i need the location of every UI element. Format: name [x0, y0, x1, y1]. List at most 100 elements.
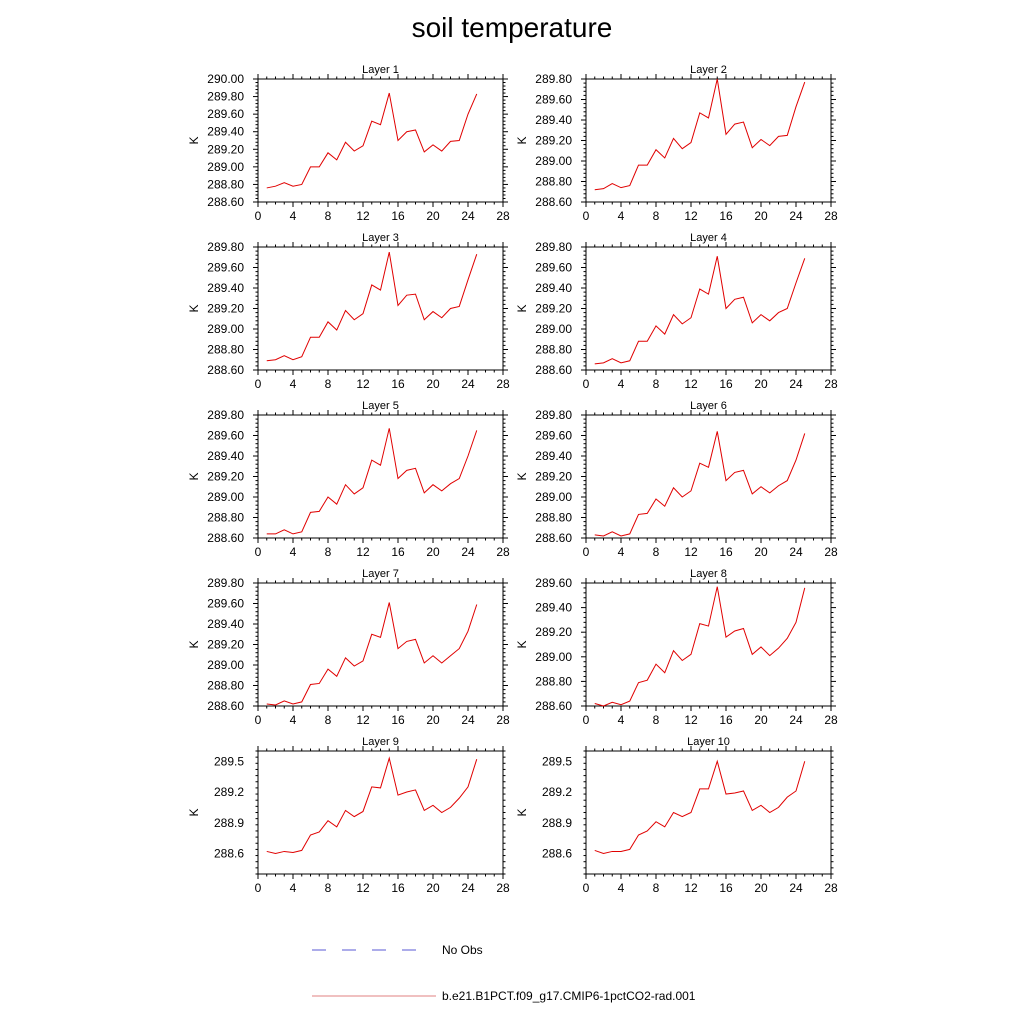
x-tick-label: 24: [461, 881, 475, 895]
plot-frame: [257, 78, 504, 203]
y-tick-label: 289.00: [535, 650, 572, 664]
y-tick-label: 289.20: [535, 470, 572, 484]
y-tick-label: 289.60: [535, 93, 572, 107]
x-tick-label: 12: [356, 545, 370, 559]
panel-layer-3: Layer 3 K 0 4 8 12 16 20 24 28 288.60 288.80 289.00 2…: [187, 232, 510, 391]
y-tick-label: 288.80: [207, 679, 244, 693]
x-tick-label: 20: [426, 545, 440, 559]
y-tick-label: 288.60: [207, 531, 244, 545]
plot-frame: [585, 582, 832, 707]
y-axis-label: K: [515, 472, 529, 480]
x-tick-label: 20: [754, 713, 768, 727]
y-axis-label: K: [187, 304, 201, 312]
x-tick-label: 8: [653, 545, 660, 559]
x-tick-label: 12: [684, 209, 698, 223]
x-tick-label: 16: [719, 545, 733, 559]
x-tick-label: 0: [255, 209, 262, 223]
y-axis-label: K: [515, 640, 529, 648]
x-tick-label: 16: [719, 881, 733, 895]
x-tick-label: 28: [824, 713, 838, 727]
series-line: [266, 92, 478, 189]
panel-title: Layer 6: [690, 400, 727, 412]
x-tick-label: 24: [461, 377, 475, 391]
x-tick-label: 24: [461, 209, 475, 223]
y-tick-label: 289.40: [535, 281, 572, 295]
legend: No Obs b.e21.B1PCT.f09_g17.CMIP6-1pctCO2-…: [312, 943, 696, 1003]
y-tick-label: 289.00: [535, 154, 572, 168]
x-tick-label: 4: [618, 377, 625, 391]
x-tick-label: 28: [496, 713, 510, 727]
series-line: [594, 78, 806, 191]
x-tick-label: 0: [583, 881, 590, 895]
x-tick-label: 8: [325, 713, 332, 727]
x-tick-label: 20: [754, 881, 768, 895]
y-tick-label: 289.20: [207, 638, 244, 652]
series-line: [266, 428, 478, 535]
x-tick-label: 12: [684, 713, 698, 727]
x-tick-label: 8: [653, 713, 660, 727]
y-tick-label: 289.00: [535, 490, 572, 504]
x-tick-label: 24: [789, 881, 803, 895]
x-tick-label: 24: [789, 209, 803, 223]
panel-layer-10: Layer 10 K 0 4 8 12 16 20 24 28 288.6 288.9 289.2 289…: [515, 736, 838, 895]
panel-layer-7: Layer 7 K 0 4 8 12 16 20 24 28 288.60 288.80 289.00 2…: [187, 568, 510, 727]
y-tick-label: 288.80: [535, 674, 572, 688]
panel-title: Layer 2: [690, 64, 727, 76]
plot-frame: [585, 414, 832, 539]
panel-title: Layer 10: [687, 736, 730, 748]
x-tick-label: 16: [391, 545, 405, 559]
y-tick-label: 288.9: [214, 816, 244, 830]
y-tick-label: 288.60: [535, 363, 572, 377]
y-tick-label: 289.00: [535, 322, 572, 336]
panel-layer-9: Layer 9 K 0 4 8 12 16 20 24 28 288.6 288.9 289.2 289.…: [187, 736, 510, 895]
x-tick-label: 4: [290, 881, 297, 895]
x-tick-label: 20: [754, 377, 768, 391]
y-tick-label: 289.40: [207, 125, 244, 139]
y-tick-label: 289.40: [535, 601, 572, 615]
y-tick-label: 289.60: [535, 576, 572, 590]
x-tick-label: 24: [461, 713, 475, 727]
series-line: [266, 252, 478, 362]
x-tick-label: 0: [583, 545, 590, 559]
y-tick-label: 289.5: [542, 754, 572, 768]
series-line: [594, 759, 806, 855]
panel-title: Layer 8: [690, 568, 727, 580]
x-tick-label: 12: [356, 209, 370, 223]
series-line: [594, 256, 806, 365]
plot-frame: [585, 750, 832, 875]
x-tick-label: 28: [824, 881, 838, 895]
y-tick-label: 288.60: [207, 699, 244, 713]
y-tick-label: 289.5: [214, 754, 244, 768]
y-axis-label: K: [515, 136, 529, 144]
x-tick-label: 0: [255, 713, 262, 727]
y-tick-label: 289.80: [207, 576, 244, 590]
x-tick-label: 12: [356, 881, 370, 895]
y-axis-label: K: [515, 808, 529, 816]
y-tick-label: 289.20: [207, 470, 244, 484]
y-tick-label: 289.40: [535, 449, 572, 463]
x-tick-label: 20: [426, 209, 440, 223]
y-tick-label: 289.80: [535, 408, 572, 422]
x-tick-label: 28: [824, 209, 838, 223]
panel-layer-1: Layer 1 K 0 4 8 12 16 20 24 28 288.60 288.80 289.00 2…: [187, 64, 510, 223]
panel-title: Layer 3: [362, 232, 399, 244]
x-tick-label: 0: [583, 713, 590, 727]
y-tick-label: 288.80: [535, 343, 572, 357]
x-tick-label: 20: [426, 713, 440, 727]
x-tick-label: 24: [789, 377, 803, 391]
plot-frame: [257, 750, 504, 875]
y-axis-label: K: [187, 472, 201, 480]
y-tick-label: 288.80: [207, 343, 244, 357]
panel-title: Layer 4: [690, 232, 727, 244]
panel-layer-6: Layer 6 K 0 4 8 12 16 20 24 28 288.60 288.80 289.00 2…: [515, 400, 838, 559]
x-tick-label: 4: [290, 377, 297, 391]
x-tick-label: 0: [583, 377, 590, 391]
x-tick-label: 20: [754, 209, 768, 223]
y-tick-label: 289.80: [207, 408, 244, 422]
y-tick-label: 288.60: [535, 531, 572, 545]
x-tick-label: 28: [496, 377, 510, 391]
x-tick-label: 4: [618, 713, 625, 727]
y-tick-label: 288.80: [207, 511, 244, 525]
y-axis-label: K: [515, 304, 529, 312]
x-tick-label: 28: [824, 377, 838, 391]
